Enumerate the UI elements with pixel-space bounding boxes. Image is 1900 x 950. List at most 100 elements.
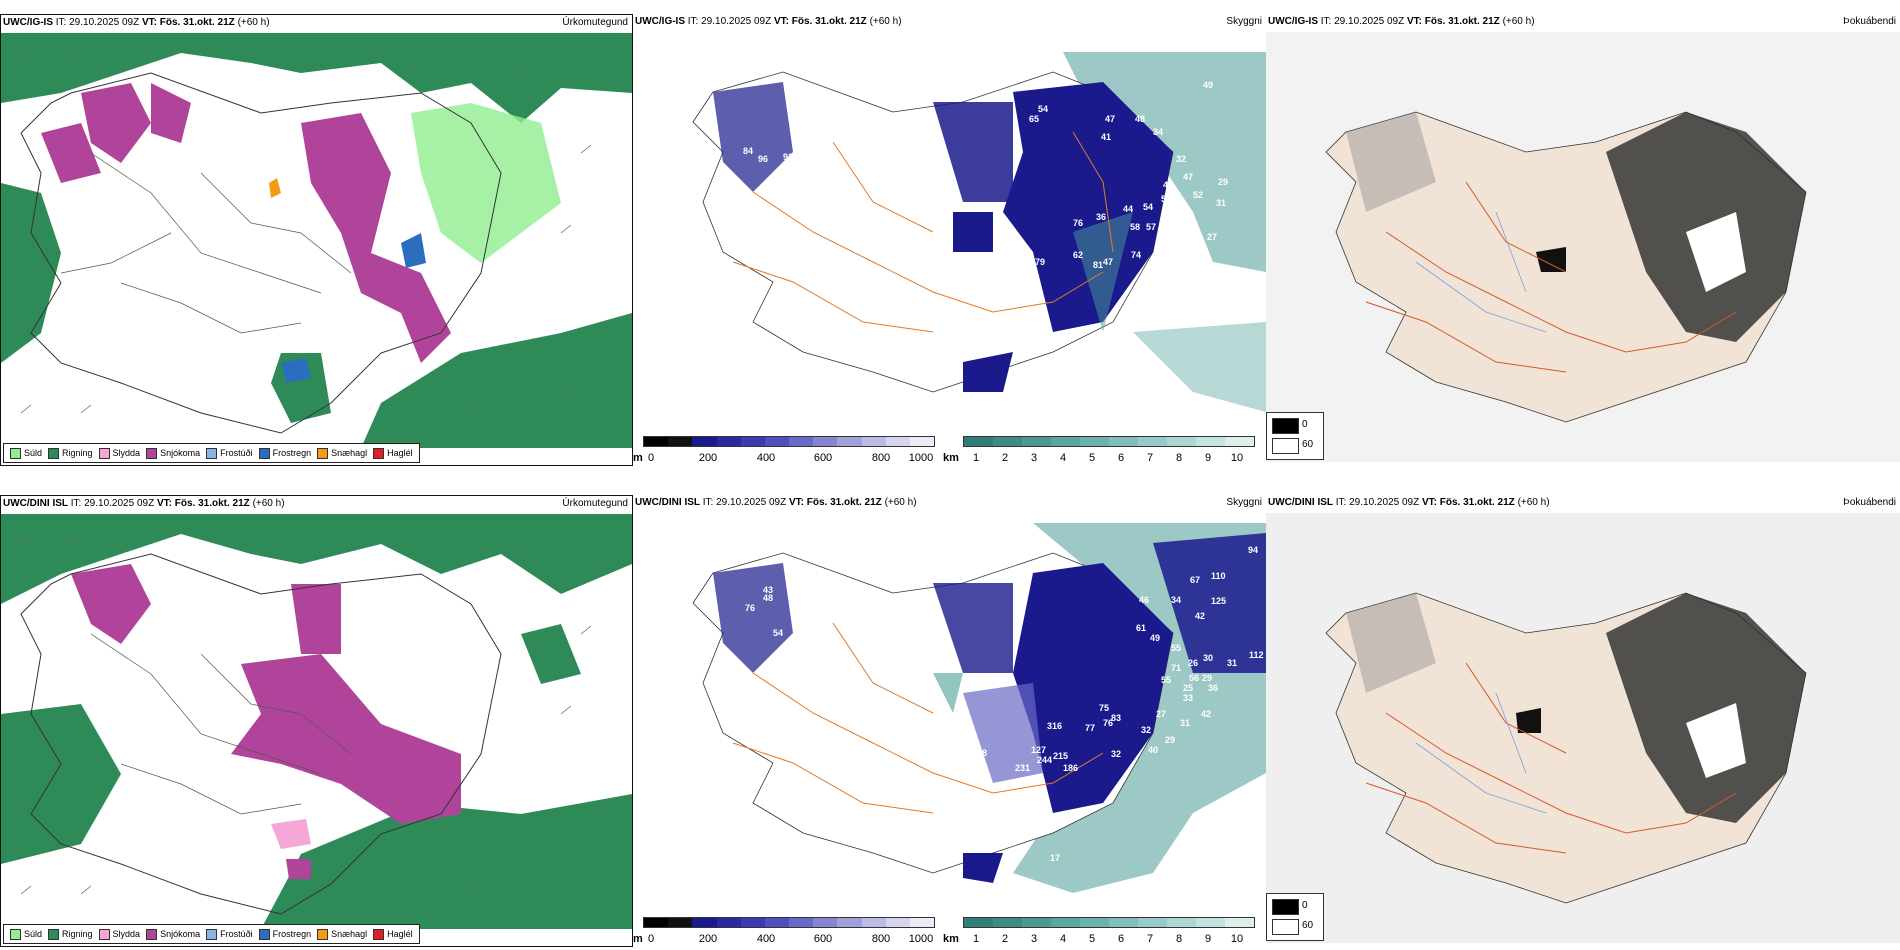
precip-legend: Súld Rigning Slydda Snjókoma Frostúði Fr… [3, 924, 420, 944]
visibility-value-label: 81 [1093, 260, 1104, 270]
visibility-value-label: 31 [1180, 718, 1191, 728]
visibility-value-label: 32 [1111, 749, 1122, 759]
visibility-panel-1: UWC/IG-IS IT: 29.10.2025 09Z VT: Fös. 31… [633, 14, 1266, 466]
visibility-value-label: 94 [1248, 545, 1259, 555]
precip-type-panel-2: UWC/DINI ISL IT: 29.10.2025 09Z VT: Fös.… [0, 495, 633, 947]
legend-swatch [146, 928, 158, 940]
legend-item: Rigning [48, 928, 93, 940]
visibility-value-label: 31 [1227, 658, 1238, 668]
km-unit: km [943, 452, 959, 464]
legend-swatch [317, 928, 329, 940]
legend-item: Haglél [373, 447, 413, 459]
visibility-value-label: 22 [1029, 394, 1040, 404]
km-strip [963, 917, 1255, 928]
panel-title: UWC/IG-IS IT: 29.10.2025 09Z VT: Fös. 31… [635, 16, 902, 27]
visibility-value-label: 46 [1139, 595, 1150, 605]
km-tick: 5 [1088, 933, 1096, 945]
visibility-value-label: 27 [1156, 709, 1167, 719]
fog-panel-2: UWC/DINI ISL IT: 29.10.2025 09Z VT: Fös.… [1266, 495, 1900, 947]
precip-legend: Súld Rigning Slydda Snjókoma Frostúði Fr… [3, 443, 420, 463]
visibility-value-label: 27 [1031, 885, 1042, 895]
legend-item: Frostregn [258, 928, 311, 940]
visibility-value-label: 125 [1211, 596, 1227, 606]
panel-title: UWC/DINI ISL IT: 29.10.2025 09Z VT: Fös.… [1268, 497, 1550, 508]
visibility-map [692, 52, 1266, 412]
visibility-value-label: 33 [1190, 228, 1201, 238]
visibility-panel-2: UWC/DINI ISL IT: 29.10.2025 09Z VT: Fös.… [633, 495, 1266, 947]
visibility-value-label: 61 [1136, 623, 1147, 633]
visibility-value-label: 47 [1105, 114, 1116, 124]
visibility-value-label: 36 [1208, 683, 1219, 693]
elevation-unit: m [633, 452, 643, 464]
legend-swatch [10, 928, 21, 940]
legend-swatch [10, 447, 21, 459]
visibility-value-label: 316 [1047, 721, 1063, 731]
elevation-tick: 800 [871, 452, 891, 464]
precip-map [1, 514, 632, 929]
legend-swatch [317, 447, 329, 459]
field-name: Skyggni [1226, 16, 1262, 27]
visibility-value-label: 57 [1146, 222, 1157, 232]
fog-map [1266, 32, 1900, 462]
km-tick: 4 [1059, 452, 1067, 464]
visibility-value-label: 58 [1130, 222, 1141, 232]
visibility-value-label: 26 [1188, 658, 1199, 668]
legend-swatch [48, 447, 60, 459]
visibility-value-label: 52 [1193, 190, 1204, 200]
visibility-value-label: 34 [1163, 244, 1174, 254]
km-colorbar: km 1 2 3 4 5 6 7 8 9 10 [943, 436, 1263, 464]
fog-legend-swatch [1272, 438, 1299, 454]
km-tick: 4 [1059, 933, 1067, 945]
precip-map [1, 33, 632, 448]
visibility-value-label: 77 [1085, 723, 1096, 733]
legend-swatch [258, 447, 270, 459]
visibility-value-label: 32 [1141, 725, 1152, 735]
visibility-value-label: 76 [745, 603, 756, 613]
km-tick: 10 [1230, 933, 1244, 945]
legend-item: Slydda [98, 928, 140, 940]
km-tick: 9 [1204, 933, 1212, 945]
visibility-value-label: 58 [977, 748, 988, 758]
visibility-value-label: 79 [1035, 257, 1046, 267]
km-tick: 2 [1001, 933, 1009, 945]
legend-item: Snjókoma [146, 928, 200, 940]
visibility-value-label: 48 [1029, 370, 1040, 380]
visibility-value-label: 26 [1160, 294, 1171, 304]
visibility-value-label: 43 [763, 585, 774, 595]
elevation-tick: 0 [647, 933, 655, 945]
visibility-value-label: 62 [1073, 250, 1084, 260]
km-tick: 3 [1030, 933, 1038, 945]
visibility-value-label: 244 [1037, 755, 1053, 765]
elevation-tick: 600 [813, 452, 833, 464]
fog-legend-swatch [1272, 899, 1299, 915]
elevation-tick: 1000 [908, 452, 934, 464]
legend-item: Frostúði [206, 447, 253, 459]
visibility-value-label: 17 [1050, 853, 1061, 863]
legend-swatch [258, 928, 270, 940]
elevation-colorbar: m 0 200 400 600 800 1000 [633, 917, 943, 945]
legend-swatch [206, 928, 218, 940]
visibility-value-label: 30 [1203, 653, 1214, 663]
km-strip [963, 436, 1255, 447]
km-tick: 2 [1001, 452, 1009, 464]
elevation-tick: 0 [647, 452, 655, 464]
field-name: Þokuábendi [1843, 497, 1896, 508]
panel-title: UWC/IG-IS IT: 29.10.2025 09Z VT: Fös. 31… [3, 17, 270, 28]
field-name: Úrkomutegund [562, 498, 628, 509]
legend-item: Snæhagl [317, 928, 367, 940]
visibility-value-label: 27 [1180, 256, 1191, 266]
field-name: Úrkomutegund [562, 17, 628, 28]
visibility-value-label: 55 [1171, 643, 1182, 653]
visibility-value-label: 42 [1201, 709, 1212, 719]
legend-swatch [373, 928, 385, 940]
legend-item: Súld [10, 928, 42, 940]
legend-item: Slydda [98, 447, 140, 459]
field-name: Skyggni [1226, 497, 1262, 508]
elevation-strip [643, 917, 935, 928]
visibility-value-label: 48 [763, 593, 774, 603]
fog-legend-value: 60 [1302, 920, 1314, 931]
visibility-value-label: 29 [1202, 673, 1213, 683]
km-unit: km [943, 933, 959, 945]
visibility-value-label: 34 [1153, 127, 1164, 137]
elevation-strip [643, 436, 935, 447]
